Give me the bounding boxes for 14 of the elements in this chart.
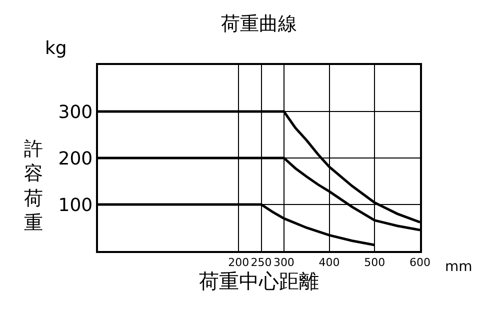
x-tick-label: 500 (364, 256, 386, 269)
y-tick-label: 200 (58, 148, 93, 170)
y-axis-title: 許容荷重 (24, 138, 43, 234)
x-tick-label: 400 (318, 256, 340, 269)
x-tick-label: 300 (273, 256, 294, 269)
x-tick-label: 250 (250, 256, 272, 269)
y-tick-label: 300 (58, 102, 93, 123)
text: kg (45, 38, 67, 59)
x-axis-title: 荷重中心距離 (199, 268, 319, 293)
text: mm (445, 259, 472, 275)
chart-title: 荷重曲線 (221, 12, 298, 35)
x-tick-label: 600 (410, 256, 430, 269)
y-tick-label: 100 (58, 194, 93, 216)
x-tick-label: 200 (228, 256, 250, 269)
